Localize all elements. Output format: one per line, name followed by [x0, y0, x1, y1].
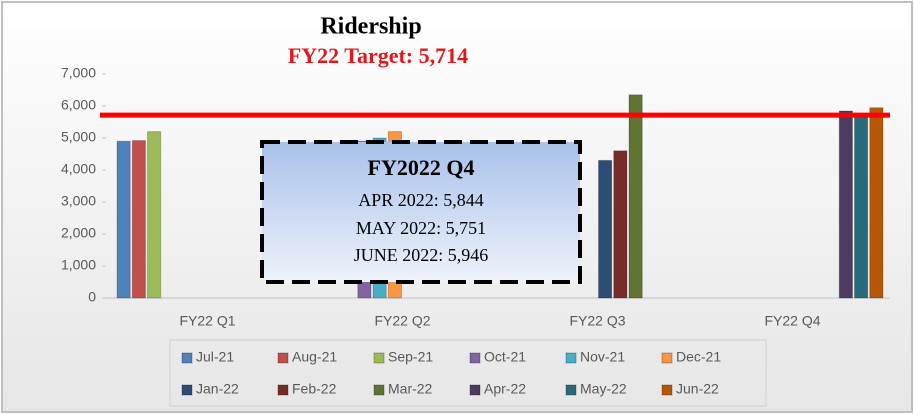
- bar: [613, 150, 628, 299]
- legend-swatch: [661, 352, 673, 364]
- legend-label: Apr-22: [484, 381, 526, 397]
- bar: [147, 131, 162, 299]
- x-tick-label: FY22 Q3: [569, 313, 625, 329]
- bar: [131, 140, 146, 299]
- legend-label: Jan-22: [196, 381, 239, 397]
- legend-label: Jul-21: [196, 349, 234, 365]
- bar: [869, 107, 884, 299]
- y-tick-label: 2,000: [61, 225, 96, 241]
- legend-swatch: [565, 384, 577, 396]
- legend-swatch: [277, 384, 289, 396]
- x-tick-label: FY22 Q1: [179, 313, 235, 329]
- y-tick-label: 7,000: [61, 65, 96, 81]
- legend-label: Nov-21: [580, 349, 625, 365]
- annotation-line: MAY 2022: 5,751: [356, 218, 486, 238]
- y-tick-label: 1,000: [61, 257, 96, 273]
- legend-swatch: [661, 384, 673, 396]
- legend-label: Feb-22: [292, 381, 337, 397]
- annotation-line: JUNE 2022: 5,946: [354, 245, 489, 265]
- annotation: FY2022 Q4 APR 2022: 5,844 MAY 2022: 5,75…: [260, 140, 582, 284]
- legend-label: Aug-21: [292, 349, 337, 365]
- legend-swatch: [565, 352, 577, 364]
- legend-label: May-22: [580, 381, 627, 397]
- bar: [838, 110, 853, 299]
- bar: [598, 159, 613, 299]
- legend-label: Mar-22: [388, 381, 433, 397]
- legend-swatch: [469, 384, 481, 396]
- annotation-title: FY2022 Q4: [368, 155, 475, 180]
- legend-label: Sep-21: [388, 349, 433, 365]
- legend-swatch: [373, 352, 385, 364]
- bar: [854, 113, 869, 299]
- annotation-box: [260, 140, 582, 284]
- plot-area: 0 1,000 2,000 3,000 4,000 5,000 6,000 7,000 FY22…: [61, 65, 890, 329]
- y-tick-label: 4,000: [61, 161, 96, 177]
- legend-label: Oct-21: [484, 349, 526, 365]
- bar: [628, 94, 643, 299]
- chart-subtitle: FY22 Target: 5,714: [288, 43, 468, 68]
- legend-swatch: [469, 352, 481, 364]
- annotation-line: APR 2022: 5,844: [358, 190, 484, 210]
- x-tick-label: FY22 Q4: [764, 313, 820, 329]
- legend-label: Jun-22: [676, 381, 719, 397]
- x-tick-label: FY22 Q2: [374, 313, 430, 329]
- legend-swatch: [181, 352, 193, 364]
- legend-swatch: [181, 384, 193, 396]
- legend-label: Dec-21: [676, 349, 721, 365]
- legend-swatch: [373, 384, 385, 396]
- y-tick-label: 3,000: [61, 193, 96, 209]
- y-tick-label: 0: [88, 289, 96, 305]
- chart-title: Ridership: [320, 14, 421, 40]
- bar: [116, 140, 131, 299]
- legend-swatch: [277, 352, 289, 364]
- y-tick-label: 6,000: [61, 97, 96, 113]
- legend-frame: [169, 339, 767, 407]
- y-tick-label: 5,000: [61, 129, 96, 145]
